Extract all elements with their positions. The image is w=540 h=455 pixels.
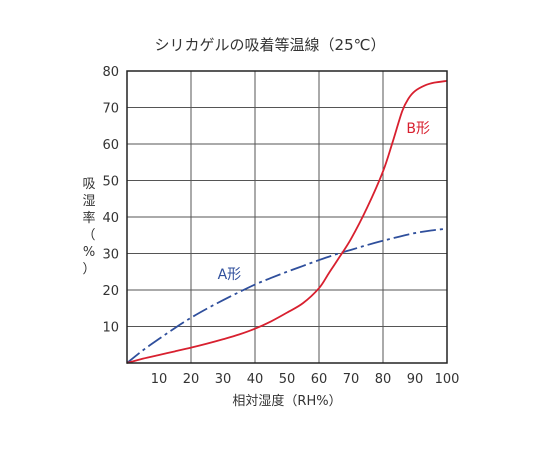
y-tick-label: 50 (102, 175, 119, 190)
y-tick-label: 20 (102, 284, 119, 299)
x-tick-label: 70 (343, 372, 360, 387)
y-axis-label-char: 湿 (82, 194, 95, 209)
series-label-a: A形 (218, 267, 242, 283)
y-axis-label-char: % (83, 245, 95, 260)
x-tick-label: 50 (279, 372, 296, 387)
y-tick-label: 30 (102, 248, 119, 263)
tick-layer: 10 20 30 40 50 60 70 80 90 100 10 20 30 40 50 60 70 80 (102, 65, 459, 387)
label-layer: A形 B形 (218, 121, 430, 283)
series-line-b (126, 79, 448, 364)
plot-frame (126, 70, 448, 364)
x-tick-label: 100 (435, 372, 460, 387)
x-tick-label: 20 (183, 372, 200, 387)
y-axis-label: 吸湿率 （% ） (82, 177, 95, 277)
grid-layer (127, 71, 447, 363)
x-axis-label: 相対湿度（RH%） (232, 393, 341, 409)
x-tick-label: 30 (215, 372, 232, 387)
y-axis-label-char: 率 (82, 210, 95, 226)
x-tick-label: 10 (151, 372, 168, 387)
series-label-b: B形 (406, 121, 430, 137)
y-axis-label-char: 吸 (82, 177, 95, 192)
y-tick-label: 10 (102, 321, 119, 336)
y-tick-label: 40 (102, 211, 119, 226)
x-tick-label: 90 (407, 372, 424, 387)
y-tick-label: 60 (102, 138, 119, 153)
x-tick-label: 80 (375, 372, 392, 387)
y-tick-label: 70 (102, 102, 119, 117)
x-tick-label: 40 (247, 372, 264, 387)
y-tick-label: 80 (102, 65, 119, 80)
series-line-a (126, 227, 448, 364)
chart-title: シリカゲルの吸着等温線（25℃） (155, 36, 386, 54)
y-axis-label-char: ） (82, 262, 95, 277)
x-tick-label: 60 (311, 372, 328, 387)
series-layer (126, 79, 448, 364)
y-axis-label-char: （ (82, 228, 95, 243)
